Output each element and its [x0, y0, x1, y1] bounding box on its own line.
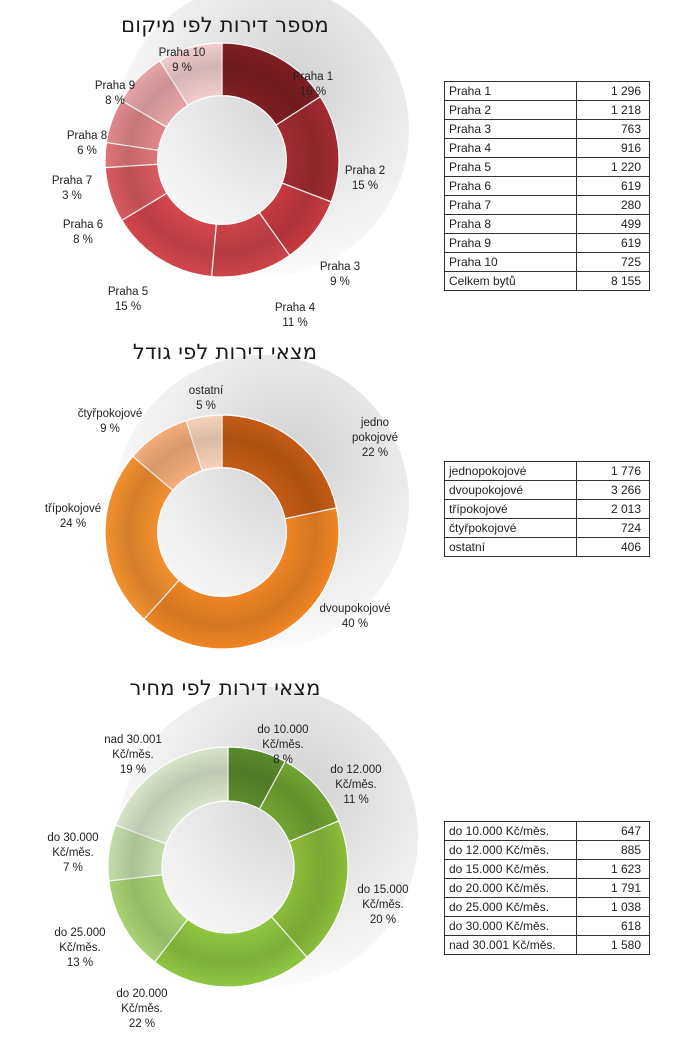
data-label: ostatní 5 %	[189, 385, 224, 412]
table-label-cell: Celkem bytů	[444, 271, 577, 291]
table-row: Praha 8 499	[444, 214, 650, 234]
table-row: nad 30.001 Kč/měs. 1 580	[444, 935, 650, 955]
table-label-cell: Praha 4	[444, 138, 577, 158]
data-label: Praha 1 16 %	[293, 71, 333, 98]
table-row: čtyřpokojové 724	[444, 518, 650, 538]
table-row: do 12.000 Kč/měs. 885	[444, 840, 650, 860]
table-label-cell: Praha 9	[444, 233, 577, 253]
table-row: Praha 3 763	[444, 119, 650, 139]
table-row: do 20.000 Kč/měs. 1 791	[444, 878, 650, 898]
table-value-cell: 763	[576, 119, 650, 139]
data-label: do 12.000 Kč/měs. 11 %	[330, 764, 381, 806]
table-label-cell: Praha 3	[444, 119, 577, 139]
data-label: do 30.000 Kč/měs. 7 %	[47, 832, 98, 874]
table-value-cell: 1 038	[576, 897, 650, 917]
table-label-cell: nad 30.001 Kč/měs.	[444, 935, 577, 955]
table-row: do 10.000 Kč/měs. 647	[444, 821, 650, 841]
table-price: do 10.000 Kč/měs. 647 do 12.000 Kč/měs. 885…	[444, 821, 650, 955]
data-label: čtyřpokojové 9 %	[78, 408, 143, 435]
table-value-cell: 725	[576, 252, 650, 272]
table-label-cell: do 10.000 Kč/měs.	[444, 821, 577, 841]
table-label-cell: dvoupokojové	[444, 480, 577, 500]
table-value-cell: 1 218	[576, 100, 650, 120]
table-value-cell: 8 155	[576, 271, 650, 291]
table-size: jednopokojové 1 776 dvoupokojové 3 266 třípo…	[444, 461, 650, 557]
table-row: Celkem bytů 8 155	[444, 271, 650, 291]
table-row: Praha 9 619	[444, 233, 650, 253]
table-label-cell: Praha 7	[444, 195, 577, 215]
table-row: Praha 10 725	[444, 252, 650, 272]
table-value-cell: 280	[576, 195, 650, 215]
table-label-cell: do 20.000 Kč/měs.	[444, 878, 577, 898]
table-label-cell: ostatní	[444, 537, 577, 557]
data-label: do 15.000 Kč/měs. 20 %	[357, 884, 408, 926]
table-label-cell: jednopokojové	[444, 461, 577, 481]
data-label: dvoupokojové 40 %	[320, 603, 391, 630]
data-label: do 20.000 Kč/měs. 22 %	[116, 988, 167, 1030]
table-value-cell: 619	[576, 233, 650, 253]
table-value-cell: 499	[576, 214, 650, 234]
table-label-cell: Praha 8	[444, 214, 577, 234]
table-value-cell: 724	[576, 518, 650, 538]
table-label-cell: do 12.000 Kč/měs.	[444, 840, 577, 860]
table-label-cell: do 15.000 Kč/měs.	[444, 859, 577, 879]
table-row: Praha 4 916	[444, 138, 650, 158]
data-label: třípokojové 24 %	[45, 503, 101, 530]
table-label-cell: do 25.000 Kč/měs.	[444, 897, 577, 917]
data-label: jedno pokojové 22 %	[352, 417, 398, 459]
table-value-cell: 3 266	[576, 480, 650, 500]
table-value-cell: 1 623	[576, 859, 650, 879]
table-value-cell: 1 580	[576, 935, 650, 955]
data-label: Praha 4 11 %	[275, 302, 316, 329]
table-label-cell: Praha 1	[444, 81, 577, 101]
data-label: Praha 5 15 %	[108, 286, 148, 313]
table-row: jednopokojové 1 776	[444, 461, 650, 481]
data-label: Praha 10 9 %	[159, 47, 206, 74]
data-label: nad 30.001 Kč/měs. 19 %	[104, 734, 162, 776]
table-row: do 25.000 Kč/měs. 1 038	[444, 897, 650, 917]
table-row: třípokojové 2 013	[444, 499, 650, 519]
table-value-cell: 618	[576, 916, 650, 936]
table-label-cell: čtyřpokojové	[444, 518, 577, 538]
table-value-cell: 1 220	[576, 157, 650, 177]
table-label-cell: Praha 6	[444, 176, 577, 196]
data-label: do 25.000 Kč/měs. 13 %	[54, 927, 105, 969]
donut-chart-price: do 10.000 Kč/měs. 8 % do 12.000 Kč/měs. 11 % d…	[47, 687, 418, 1030]
table-label-cell: do 30.000 Kč/měs.	[444, 916, 577, 936]
table-row: ostatní 406	[444, 537, 650, 557]
table-label-cell: Praha 10	[444, 252, 577, 272]
table-value-cell: 1 776	[576, 461, 650, 481]
table-value-cell: 1 791	[576, 878, 650, 898]
table-value-cell: 406	[576, 537, 650, 557]
table-row: Praha 6 619	[444, 176, 650, 196]
table-value-cell: 2 013	[576, 499, 650, 519]
table-value-cell: 647	[576, 821, 650, 841]
table-value-cell: 1 296	[576, 81, 650, 101]
table-value-cell: 916	[576, 138, 650, 158]
table-row: dvoupokojové 3 266	[444, 480, 650, 500]
table-row: do 30.000 Kč/měs. 618	[444, 916, 650, 936]
data-label: Praha 2 15 %	[345, 165, 385, 192]
table-label-cell: Praha 5	[444, 157, 577, 177]
table-value-cell: 619	[576, 176, 650, 196]
table-row: Praha 7 280	[444, 195, 650, 215]
table-row: do 15.000 Kč/měs. 1 623	[444, 859, 650, 879]
table-label-cell: třípokojové	[444, 499, 577, 519]
table-value-cell: 885	[576, 840, 650, 860]
data-label: do 10.000 Kč/měs. 8 %	[257, 724, 308, 766]
table-label-cell: Praha 2	[444, 100, 577, 120]
